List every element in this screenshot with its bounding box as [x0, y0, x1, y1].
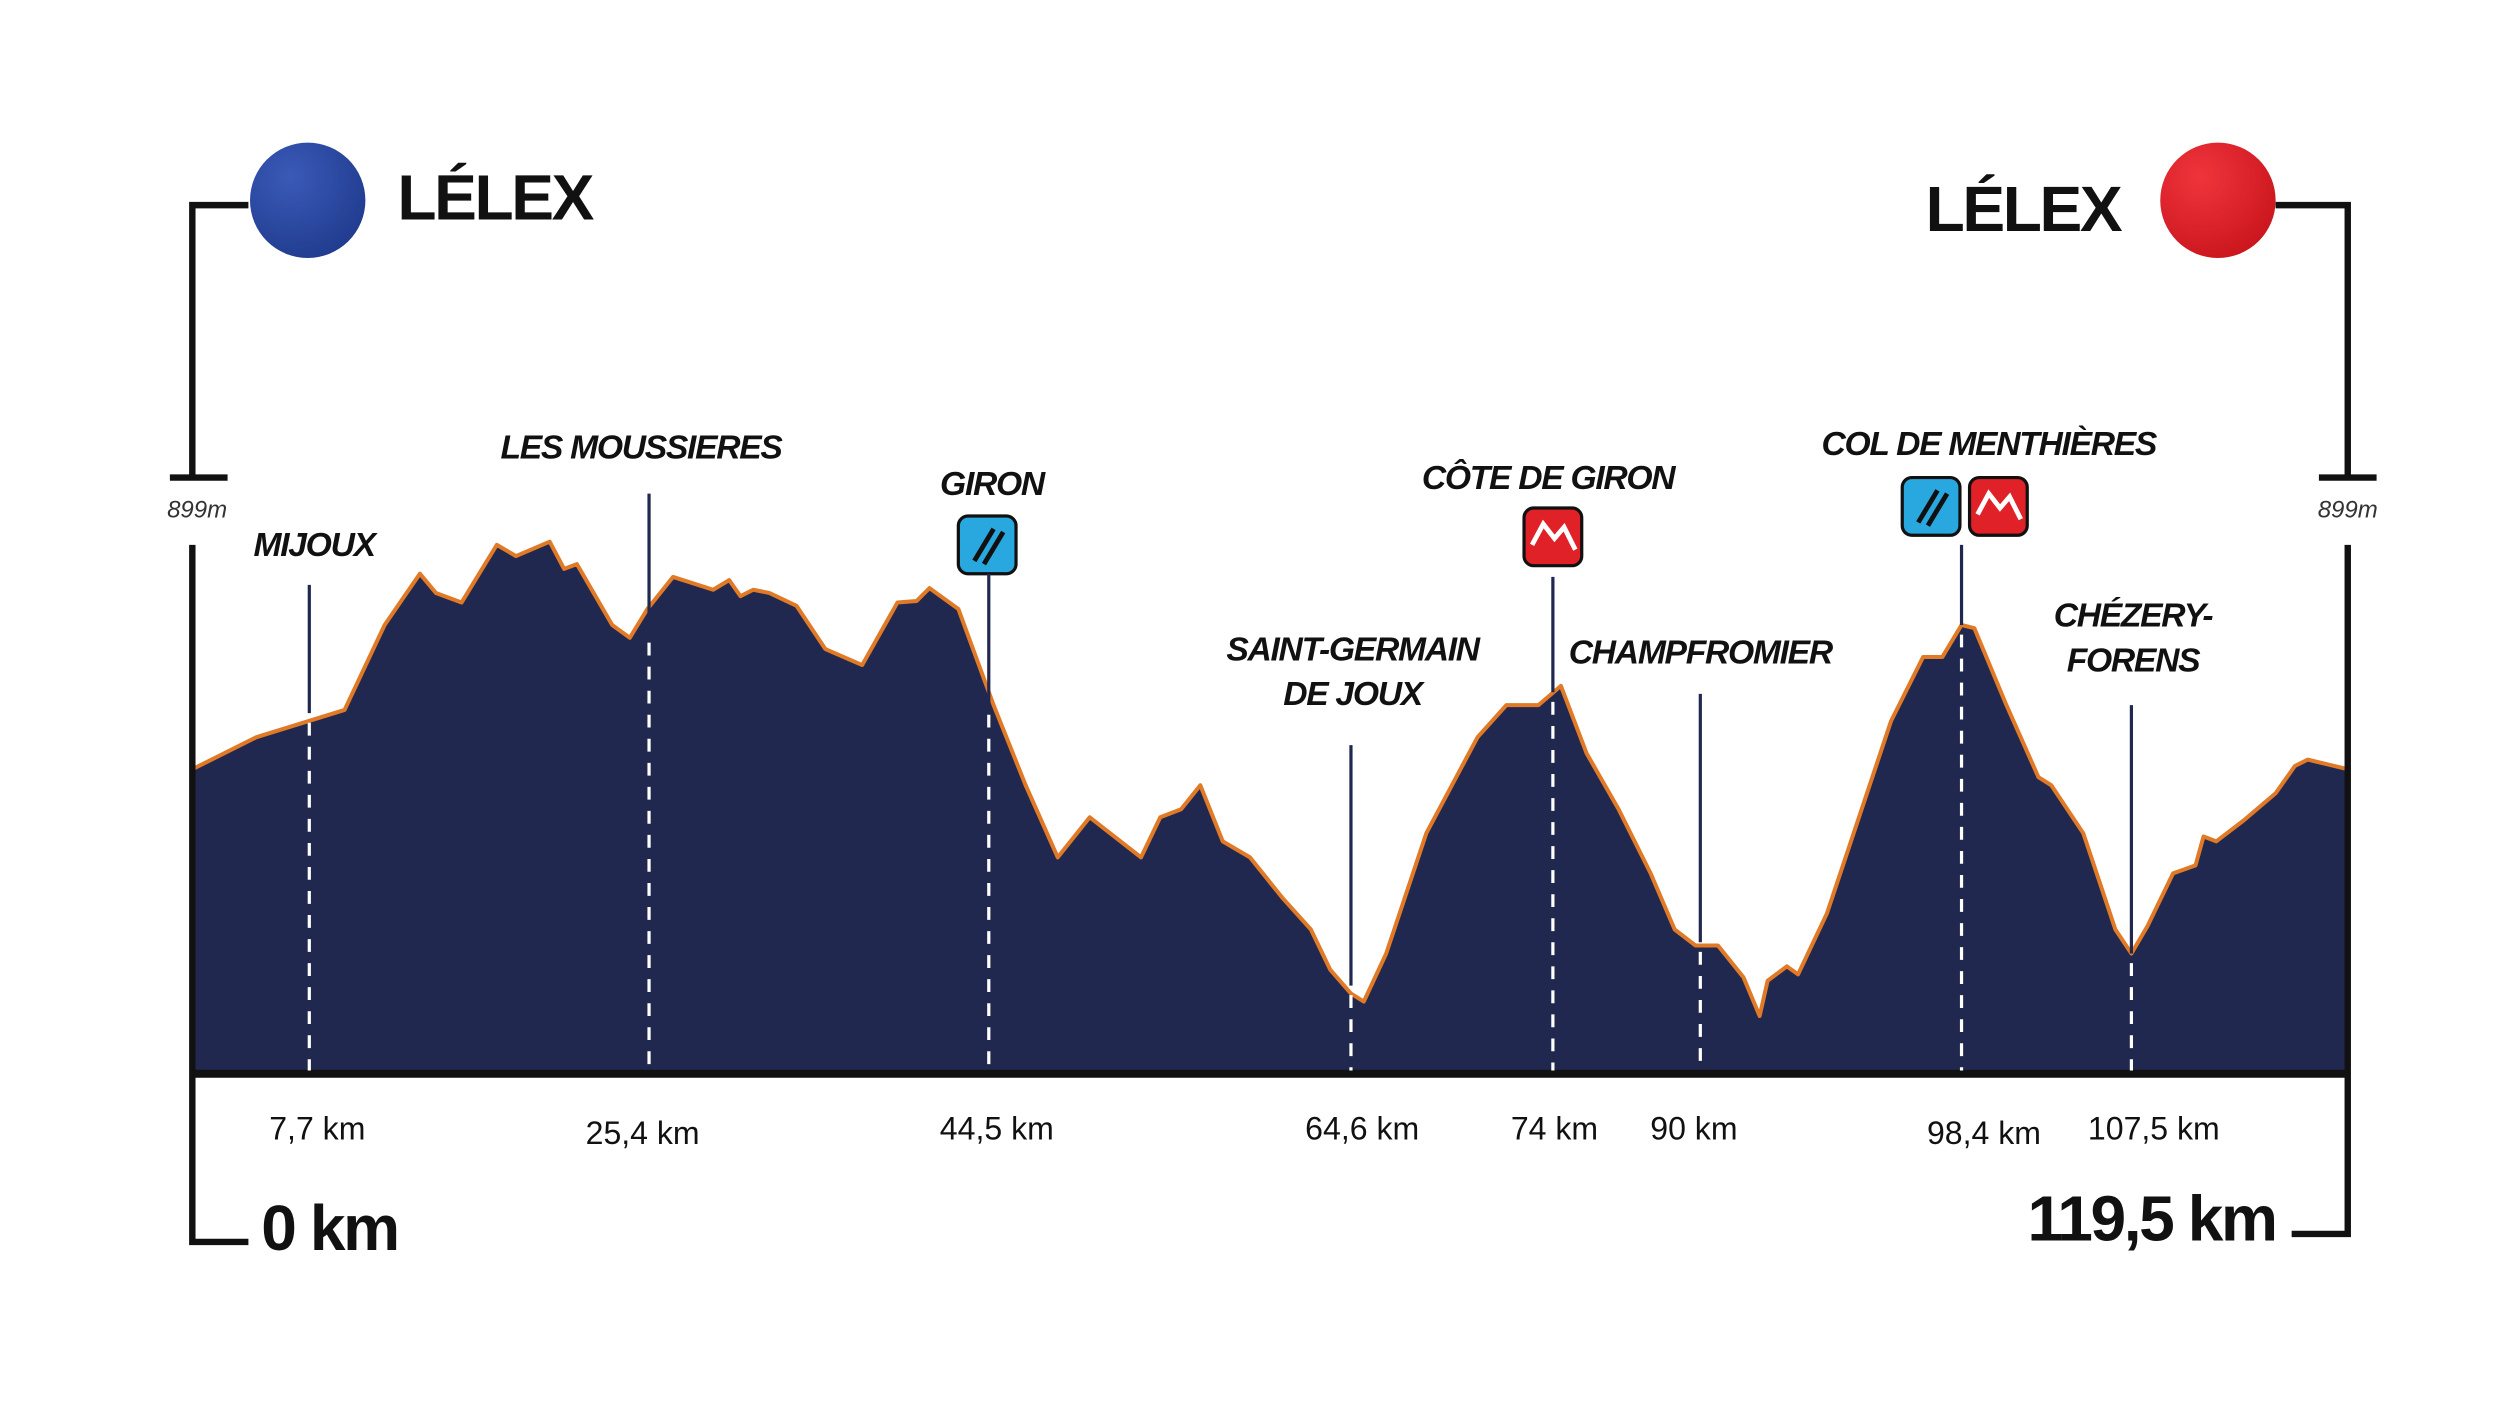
frame — [169, 201, 2377, 1246]
waypoint-name: MIJOUX — [253, 527, 378, 564]
profile — [192, 541, 2348, 1074]
waypoint-name: CÔTE DE GIRON — [1422, 458, 1676, 497]
waypoint-name: CHAMPFROMIER — [1569, 634, 1834, 671]
waypoint-name: COL DE MENTHIÈRES — [1821, 425, 2157, 463]
waypoint-name: FORENS — [2067, 642, 2201, 679]
waypoint-distance: 90 km — [1650, 1110, 1737, 1146]
finish-distance: 119,5 km — [2028, 1182, 2276, 1254]
finish-name: LÉLEX — [1926, 173, 2123, 245]
altitude-label: 899m — [167, 497, 227, 524]
waypoint-name: CHÉZERY- — [2054, 597, 2214, 635]
altitude-label: 899m — [2318, 497, 2378, 524]
waypoint-distance: 25,4 km — [586, 1115, 700, 1151]
start-marker — [250, 142, 366, 259]
waypoint-name: LES MOUSSIERES — [500, 429, 783, 466]
waypoint-distance: 64,6 km — [1305, 1110, 1419, 1146]
waypoint-name: GIRON — [940, 466, 1046, 503]
icons — [956, 475, 2029, 576]
waypoint-distance: 107,5 km — [2088, 1110, 2220, 1146]
waypoint-distance: 7,7 km — [269, 1110, 365, 1146]
waypoint-distance: 44,5 km — [940, 1110, 1054, 1146]
waypoint-distance: 98,4 km — [1927, 1115, 2041, 1151]
waypoint-name: DE JOUX — [1283, 676, 1426, 713]
waypoint-distance: 74 km — [1511, 1110, 1598, 1146]
finish-marker — [2160, 142, 2276, 259]
start-distance: 0 km — [261, 1192, 397, 1264]
waypoint-name: SAINT-GERMAIN — [1226, 631, 1480, 668]
profile-outline — [191, 539, 2349, 1019]
start-name: LÉLEX — [397, 162, 594, 234]
